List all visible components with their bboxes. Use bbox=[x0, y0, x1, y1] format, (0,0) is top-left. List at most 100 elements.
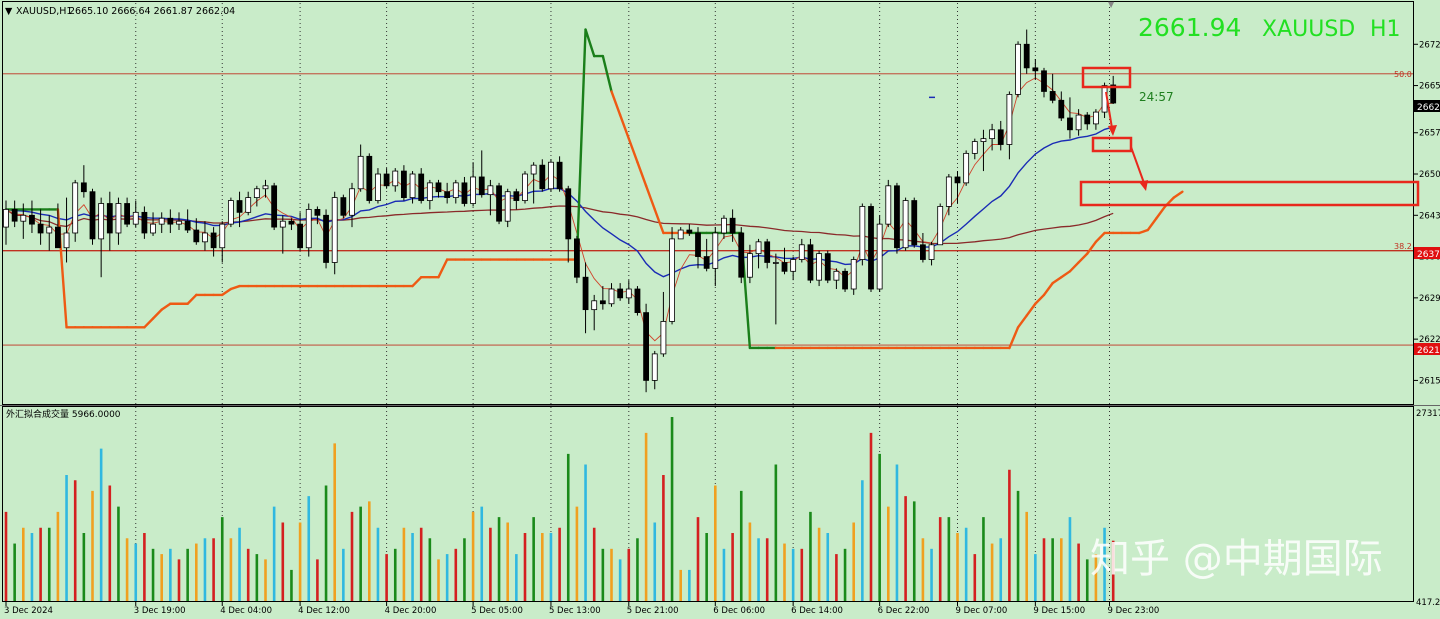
stop-line-segment bbox=[575, 28, 587, 261]
candle-bull bbox=[426, 182, 433, 201]
candle-bull bbox=[1075, 114, 1082, 131]
candle-bear bbox=[729, 217, 736, 234]
candle-bear bbox=[106, 203, 113, 234]
price-tick-label: 2672 bbox=[1419, 40, 1440, 50]
fib-price-tag-text: 2637 bbox=[1417, 250, 1440, 260]
fib-label-38: 38.2 bbox=[1394, 242, 1412, 251]
candle-bear bbox=[444, 191, 451, 199]
horizontal-levels bbox=[3, 73, 1413, 346]
big-symbol: XAUUSD bbox=[1262, 17, 1355, 42]
shift-marker-icon[interactable]: ▼ bbox=[1108, 0, 1115, 9]
candle-bear bbox=[582, 276, 589, 311]
fib-price-tag bbox=[1414, 247, 1440, 259]
candle-bear bbox=[824, 253, 831, 281]
time-tick-label: 6 Dec 06:00 bbox=[713, 606, 765, 616]
candle-bull bbox=[375, 173, 381, 201]
annotations bbox=[1079, 66, 1420, 207]
candle-bear bbox=[556, 161, 563, 190]
candle-bull bbox=[937, 206, 944, 246]
stop-line-segment bbox=[636, 161, 648, 188]
chart-title-icon: ▼ bbox=[5, 6, 13, 17]
candle-bull bbox=[487, 185, 494, 196]
candle-bull bbox=[262, 185, 269, 190]
annotation-box-current bbox=[1081, 66, 1132, 89]
watermark: 知乎 @中期国际 bbox=[1090, 536, 1383, 582]
candle-bull bbox=[305, 208, 312, 249]
candle-bull bbox=[798, 244, 805, 260]
candle-bear bbox=[807, 244, 814, 281]
support-price-tag bbox=[1414, 343, 1440, 355]
candle-bear bbox=[418, 173, 425, 201]
candle-bull bbox=[245, 197, 252, 213]
stop-line-segment bbox=[1077, 252, 1089, 264]
price-scale-area[interactable] bbox=[1414, 0, 1440, 619]
candle-bull bbox=[115, 203, 122, 234]
annotation-arrowhead-2 bbox=[1139, 180, 1148, 191]
price-tick-label: 2665 bbox=[1419, 82, 1440, 92]
candle-bull bbox=[349, 188, 355, 216]
candle-bear bbox=[997, 129, 1004, 145]
candle-bull bbox=[945, 176, 952, 207]
candle-bear bbox=[323, 214, 329, 263]
candle-bear bbox=[11, 208, 18, 222]
candle-bear bbox=[954, 176, 961, 184]
candle-bear bbox=[314, 208, 321, 216]
candle-bear bbox=[686, 229, 693, 234]
candle-bear bbox=[184, 220, 191, 231]
symbol-label: XAUUSD,H1 bbox=[16, 6, 72, 17]
candle-bull bbox=[1015, 43, 1021, 95]
candle-bear bbox=[383, 173, 390, 187]
candle-bear bbox=[1049, 91, 1056, 101]
big-timeframe: H1 bbox=[1370, 17, 1401, 42]
candle-bull bbox=[219, 223, 226, 249]
candle-bear bbox=[271, 185, 278, 228]
candle-bear bbox=[193, 229, 200, 243]
candle-bull bbox=[452, 182, 459, 199]
candle-bull bbox=[63, 232, 70, 249]
candle-bull bbox=[755, 241, 762, 255]
candle-bear bbox=[565, 188, 572, 240]
candle-bull bbox=[625, 288, 632, 299]
candle-bear bbox=[513, 191, 520, 201]
stop-line-segment bbox=[1094, 231, 1106, 244]
time-tick-label: 9 Dec 23:00 bbox=[1108, 606, 1160, 616]
candle-bull bbox=[902, 200, 909, 249]
stop-line-segment bbox=[186, 293, 198, 305]
price-tick-label: 2650 bbox=[1419, 170, 1440, 180]
annotation-box-target2 bbox=[1079, 180, 1420, 207]
annotation-box-target1 bbox=[1091, 136, 1133, 153]
candle-bull bbox=[20, 214, 27, 222]
candle-bull bbox=[46, 226, 53, 234]
candle-bear bbox=[617, 288, 624, 299]
candle-bear bbox=[400, 170, 407, 199]
candle-bear bbox=[124, 203, 130, 225]
candle-bear bbox=[539, 164, 546, 190]
candle-bear bbox=[288, 220, 295, 225]
candle-bull bbox=[859, 206, 866, 260]
candle-bear bbox=[435, 182, 442, 193]
candle-bull bbox=[850, 259, 857, 290]
candle-bull bbox=[772, 262, 779, 264]
stop-line-segment bbox=[644, 184, 656, 211]
candle-bear bbox=[297, 223, 304, 249]
time-tick-label: 4 Dec 12:00 bbox=[298, 606, 350, 616]
time-tick-label: 5 Dec 05:00 bbox=[471, 606, 523, 616]
stop-line-segment bbox=[143, 317, 155, 329]
candle-bear bbox=[89, 191, 96, 240]
time-tick-label: 9 Dec 07:00 bbox=[956, 606, 1008, 616]
time-tick-label: 5 Dec 13:00 bbox=[549, 606, 601, 616]
time-tick-label: 4 Dec 04:00 bbox=[220, 606, 272, 616]
stop-line-segment bbox=[1137, 228, 1150, 235]
candle-bull bbox=[660, 321, 667, 355]
bar-countdown: 24:57 bbox=[1139, 90, 1174, 104]
candle-bear bbox=[478, 176, 485, 196]
stop-line-segment bbox=[1146, 217, 1158, 232]
candle-bear bbox=[781, 262, 788, 272]
ohlc-readout: 2665.10 2666.64 2661.87 2662.04 bbox=[69, 6, 235, 17]
volume-indicator-label: 外汇拟合成交量 5966.0000 bbox=[6, 408, 121, 420]
stop-line-segment bbox=[584, 28, 596, 58]
candle-bull bbox=[608, 288, 615, 305]
candle-bull bbox=[1006, 94, 1013, 145]
candle-bull bbox=[747, 253, 753, 278]
